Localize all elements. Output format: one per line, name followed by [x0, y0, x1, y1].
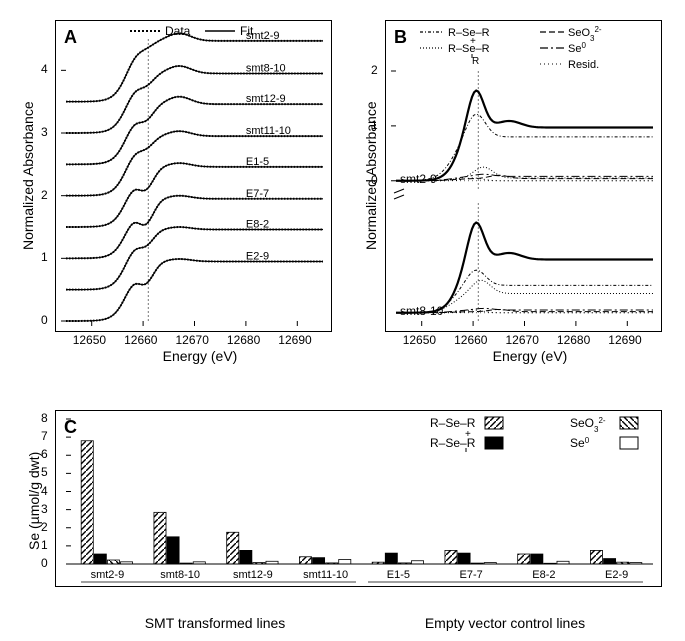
panel-a-legend: Data Fit [130, 24, 290, 38]
legend-data-label: Data [165, 24, 191, 38]
panel-a-ytick: 2 [41, 188, 48, 202]
panel-b-xtick: 12670 [506, 333, 539, 347]
svg-text:smt8-10: smt8-10 [246, 62, 286, 74]
panel-c-ytick: 5 [41, 465, 48, 479]
panel-b-ytick: 1 [371, 118, 378, 132]
svg-text:smt8-10: smt8-10 [160, 569, 200, 581]
panel-c-ytick: 6 [41, 447, 48, 461]
panel-b-ytick: 0 [371, 173, 378, 187]
svg-text:Resid.: Resid. [568, 59, 599, 70]
panel-a-ytick: 0 [41, 313, 48, 327]
panel-c-ytick: 0 [41, 556, 48, 570]
figure: A smt2-9 smt8-10 smt12-9 smt11-10 E1-5 E7-7 E8… [0, 0, 685, 641]
panel-a-xlabel: Energy (eV) [130, 348, 270, 364]
panel-b-xtick: 12660 [454, 333, 487, 347]
svg-text:Se0: Se0 [568, 41, 586, 56]
svg-text:smt12-9: smt12-9 [233, 569, 273, 581]
svg-text:R: R [472, 56, 479, 67]
svg-text:smt12-9: smt12-9 [246, 93, 286, 105]
panel-b-xtick: 12650 [403, 333, 436, 347]
panel-a-svg: smt2-9smt8-10smt12-9smt11-10E1-5E7-7E8-2… [56, 21, 331, 331]
panel-b-xtick: 12680 [557, 333, 590, 347]
svg-text:E8-2: E8-2 [246, 219, 269, 231]
svg-text:smt11-10: smt11-10 [246, 125, 291, 137]
panel-b-xtick: 12690 [608, 333, 641, 347]
panel-c-ytick: 1 [41, 538, 48, 552]
svg-text:SeO32-: SeO32- [570, 416, 606, 434]
panel-a-label: A [64, 27, 77, 48]
svg-text:E7-7: E7-7 [246, 188, 269, 200]
svg-text:R–Se–R: R–Se–R [448, 27, 490, 39]
panel-a-xtick: 12680 [227, 333, 260, 347]
panel-b-ytick: 2 [371, 63, 378, 77]
svg-text:smt2-9: smt2-9 [400, 172, 437, 186]
svg-text:smt8-10: smt8-10 [400, 304, 444, 318]
panel-c-group-left: SMT transformed lines [105, 615, 325, 631]
panel-a-xtick: 12650 [73, 333, 106, 347]
panel-b-label: B [394, 27, 407, 48]
panel-a-ylabel: Normalized Absorbance [20, 101, 36, 250]
panel-c-ytick: 2 [41, 520, 48, 534]
svg-text:Se0: Se0 [570, 436, 590, 451]
panel-a-ytick: 1 [41, 250, 48, 264]
svg-text:smt11-10: smt11-10 [303, 569, 348, 581]
panel-a-xtick: 12660 [124, 333, 157, 347]
svg-text:E1-5: E1-5 [387, 569, 410, 581]
svg-text:E2-9: E2-9 [246, 250, 269, 262]
panel-c-ylabel: Se (µmol/g dwt) [26, 452, 42, 550]
svg-text:R–Se–R: R–Se–R [448, 43, 490, 55]
panel-c-ytick: 8 [41, 411, 48, 425]
panel-b-legend: R–Se–R SeO32- + R–Se–R R Se0 Resid. [420, 24, 660, 70]
panel-b-xlabel: Energy (eV) [460, 348, 600, 364]
panel-c-ytick: 3 [41, 502, 48, 516]
svg-text:smt2-9: smt2-9 [91, 569, 125, 581]
panel-a: A smt2-9smt8-10smt12-9smt11-10E1-5E7-7E8… [55, 20, 332, 332]
panel-c-legend: R–Se–R SeO32- + R–Se–R R Se0 [430, 415, 655, 453]
svg-text:E1-5: E1-5 [246, 156, 269, 168]
svg-text:R–Se–R: R–Se–R [430, 436, 476, 450]
panel-a-ytick: 4 [41, 62, 48, 76]
svg-text:E8-2: E8-2 [532, 569, 555, 581]
panel-a-xtick: 12690 [278, 333, 311, 347]
panel-c-ytick: 4 [41, 484, 48, 498]
panel-a-ytick: 3 [41, 125, 48, 139]
svg-text:E7-7: E7-7 [460, 569, 483, 581]
svg-text:E2-9: E2-9 [605, 569, 628, 581]
panel-c-label: C [64, 417, 77, 438]
svg-text:R–Se–R: R–Se–R [430, 416, 476, 430]
panel-c-ytick: 7 [41, 429, 48, 443]
legend-fit-label: Fit [240, 24, 254, 38]
panel-c-group-right: Empty vector control lines [385, 615, 625, 631]
panel-a-xtick: 12670 [176, 333, 209, 347]
